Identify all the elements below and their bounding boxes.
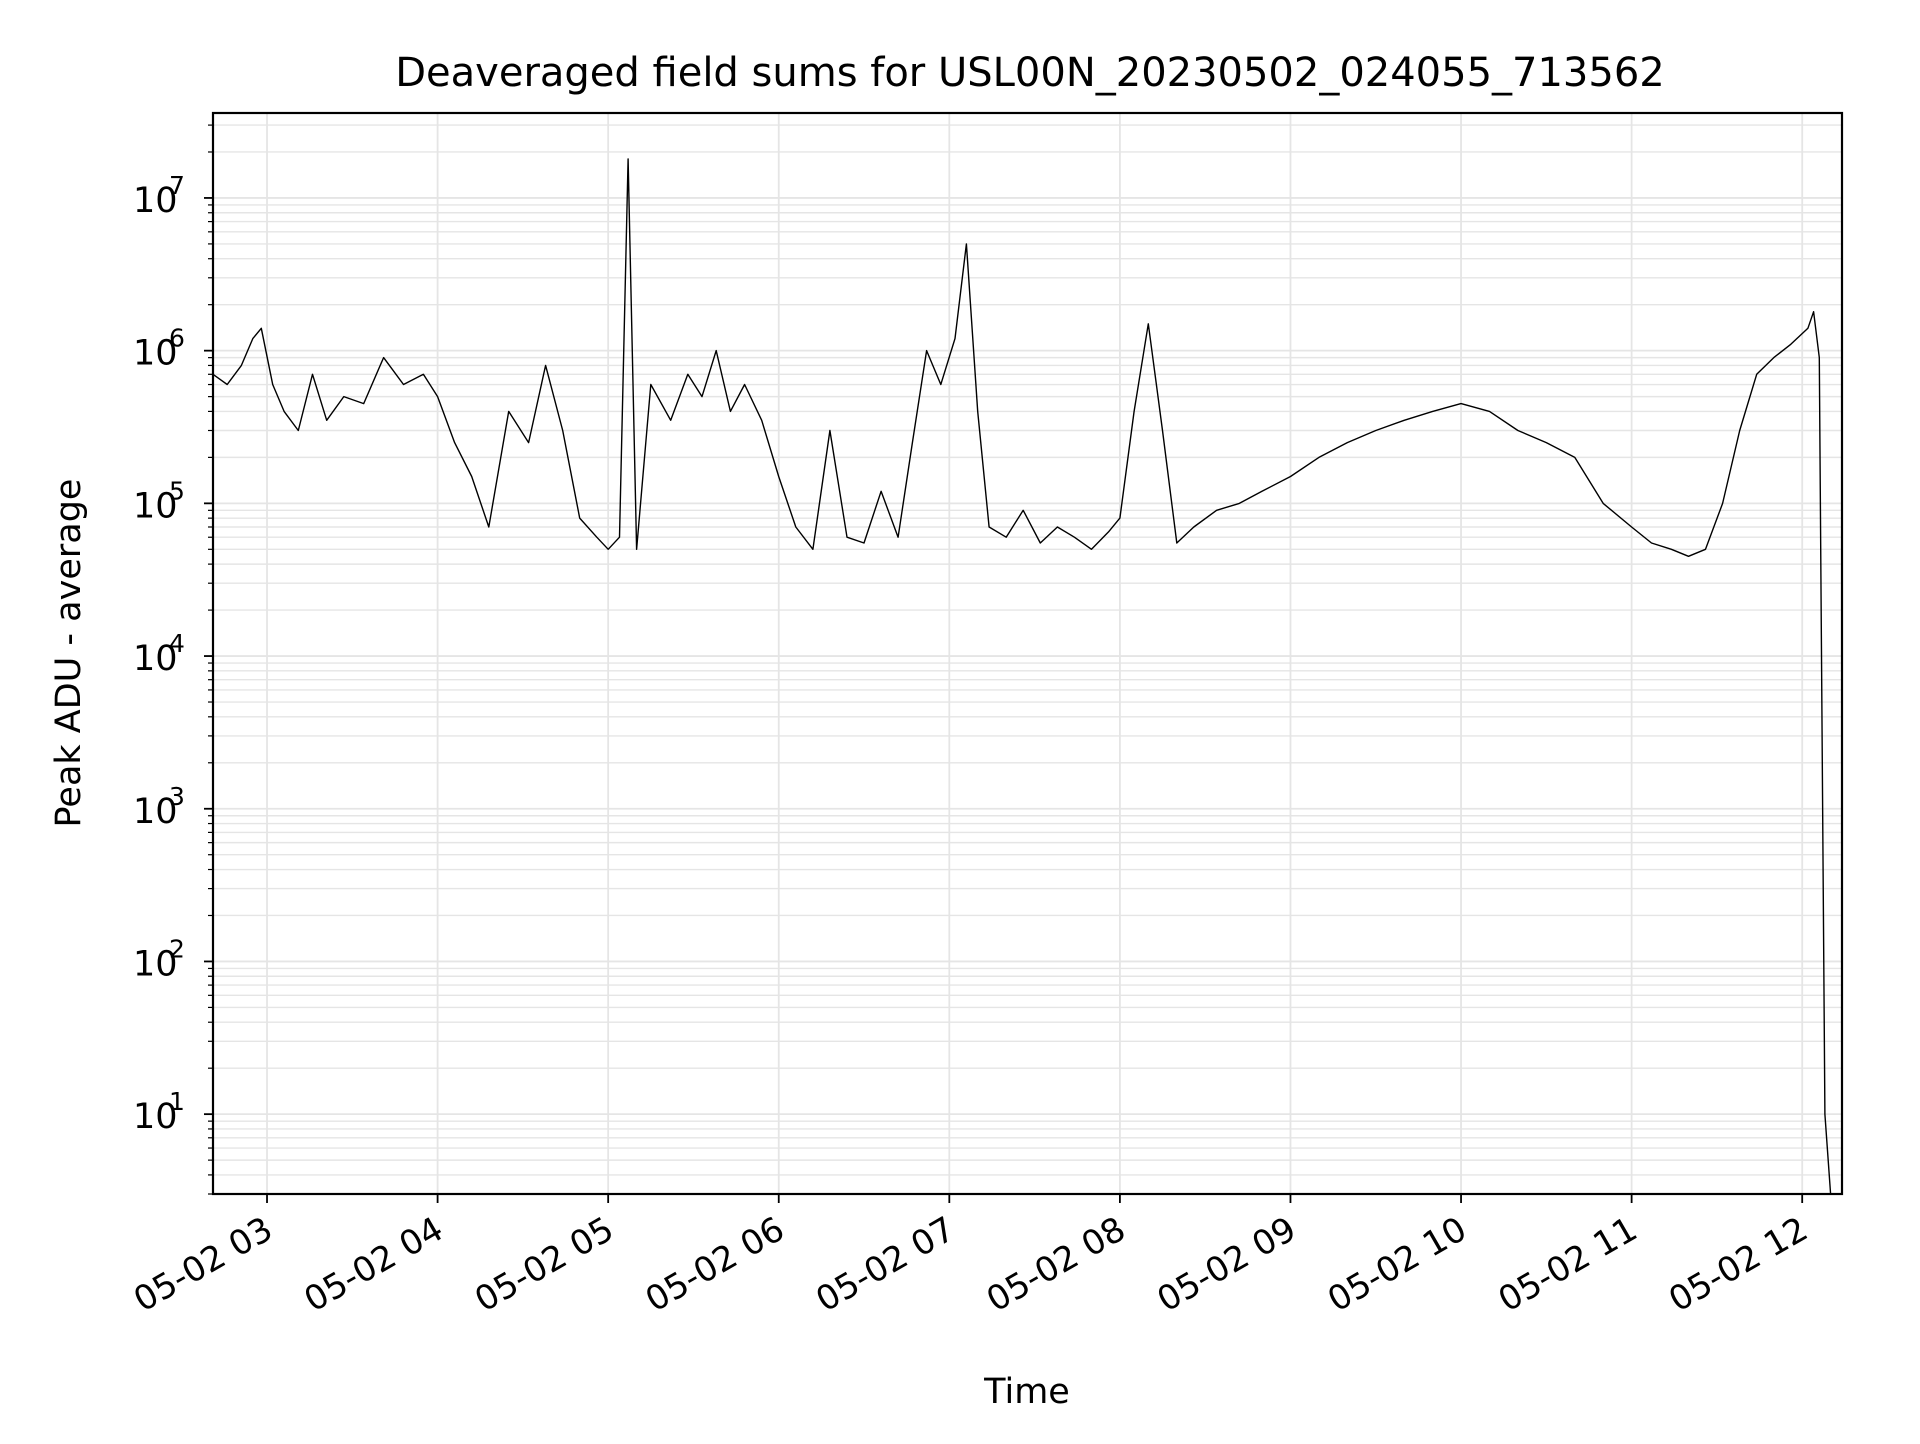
y-tick-exponent: 4 <box>169 629 185 658</box>
series-line <box>212 158 1832 1195</box>
x-tick-label: 05-02 06 <box>639 1209 791 1320</box>
y-tick-exponent: 2 <box>169 934 185 963</box>
x-tick-label: 05-02 09 <box>1151 1209 1303 1320</box>
y-tick-exponent: 1 <box>169 1087 185 1116</box>
y-tick-label: 10 <box>133 944 178 984</box>
series-layer <box>212 158 1832 1195</box>
y-tick-label: 10 <box>133 1097 178 1137</box>
y-tick-exponent: 6 <box>169 324 185 353</box>
plot-frame <box>211 111 1844 1196</box>
x-tick-label: 05-02 07 <box>809 1209 961 1320</box>
x-axis: 05-02 03 05-02 04 05-02 05 05-02 06 05-02 07… <box>127 1194 1815 1320</box>
y-tick-label: 10 <box>133 639 178 679</box>
y-tick-exponent: 3 <box>169 782 185 811</box>
y-tick-label: 10 <box>133 792 178 832</box>
x-tick-label: 05-02 12 <box>1662 1209 1814 1320</box>
x-tick-label: 05-02 10 <box>1321 1209 1473 1320</box>
x-axis-label: Time <box>983 1372 1070 1412</box>
x-tick-label: 05-02 08 <box>980 1209 1132 1320</box>
chart-title: Deaveraged field sums for USL00N_2023050… <box>395 50 1664 96</box>
x-tick-label: 05-02 04 <box>298 1209 450 1320</box>
x-tick-label: 05-02 11 <box>1492 1209 1644 1320</box>
y-tick-exponent: 5 <box>169 476 185 505</box>
y-axis-label: Peak ADU - average <box>49 479 89 828</box>
grid <box>213 113 1842 1195</box>
x-tick-label: 05-02 03 <box>127 1209 279 1320</box>
x-tick-label: 05-02 05 <box>468 1209 620 1320</box>
y-tick-exponent: 7 <box>169 171 185 200</box>
y-tick-label: 10 <box>133 334 178 374</box>
y-tick-label: 10 <box>133 181 178 221</box>
y-tick-label: 10 <box>133 486 178 526</box>
